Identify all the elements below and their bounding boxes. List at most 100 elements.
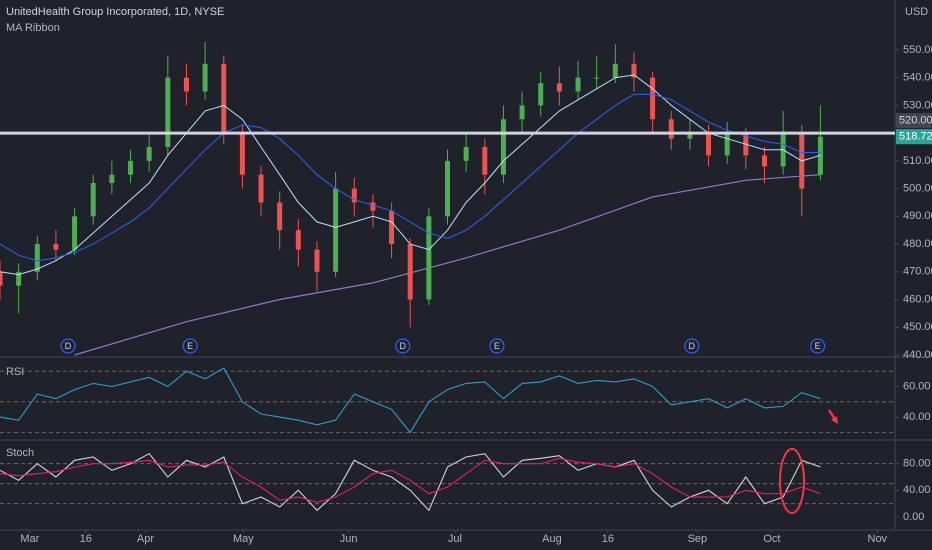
y-tick-label: 450.00: [903, 321, 932, 333]
y-tick-label: 540.00: [903, 72, 932, 84]
event-label: E: [815, 341, 821, 351]
candle-body: [333, 188, 339, 272]
last-price-label: 518.72: [899, 131, 932, 143]
x-tick-label: 16: [602, 533, 614, 545]
y-tick-label: 500.00: [903, 183, 932, 195]
y-tick-label: 60.00: [903, 380, 931, 392]
price-label-box: [896, 113, 932, 129]
candle-body: [556, 83, 562, 92]
candle-body: [277, 202, 283, 231]
candle-body: [239, 133, 245, 175]
candle-body: [724, 133, 730, 156]
candle-body: [16, 271, 22, 286]
event-label: E: [187, 341, 193, 351]
candle-body: [0, 271, 3, 286]
x-tick-label: Oct: [763, 533, 780, 545]
event-marker: [60, 338, 76, 354]
pane-title: Stoch: [6, 447, 34, 459]
y-tick-label: 530.00: [903, 99, 932, 111]
candle-body: [407, 244, 413, 300]
candle-body: [706, 133, 712, 156]
indicator-line: [0, 367, 821, 434]
candle-body: [631, 63, 637, 78]
x-tick-label: Nov: [868, 533, 888, 545]
hline-price-label: 520.00: [899, 115, 932, 127]
y-tick-label: 0.00: [903, 511, 924, 523]
indicator-line: [0, 452, 821, 512]
y-tick-label: 40.00: [903, 411, 931, 423]
candle-body: [221, 63, 227, 134]
candle-body: [500, 119, 506, 175]
candle-body: [538, 83, 544, 106]
y-tick-label: 550.00: [903, 44, 932, 56]
candle-body: [53, 244, 59, 250]
candle-body: [482, 146, 488, 175]
candle-body: [90, 183, 96, 217]
candle-body: [389, 210, 395, 245]
candle-body: [128, 160, 134, 175]
x-tick-label: Aug: [542, 533, 562, 545]
annotation-ellipse: [779, 448, 805, 514]
x-tick-label: Sep: [688, 533, 708, 545]
x-tick-label: Apr: [137, 533, 154, 545]
x-tick-label: Jul: [448, 533, 462, 545]
ma-ribbon-line: [0, 74, 821, 276]
candle-body: [165, 77, 171, 147]
candle-body: [445, 160, 450, 217]
event-marker: [182, 338, 198, 354]
candle-body: [668, 119, 674, 139]
event-marker: [684, 338, 700, 354]
candle-body: [351, 188, 357, 203]
candle-body: [370, 202, 376, 211]
candle-body: [575, 77, 581, 92]
event-label: D: [689, 341, 696, 351]
candle-body: [109, 174, 115, 184]
indicator-name: MA Ribbon: [6, 22, 60, 34]
x-tick-label: Jun: [340, 533, 358, 545]
ma-200-line: [74, 174, 821, 356]
candle-body: [314, 249, 320, 272]
candle-body: [202, 63, 208, 92]
y-tick-label: 80.00: [903, 458, 931, 470]
pane-title: RSI: [6, 366, 24, 378]
candle-body: [34, 244, 40, 272]
x-tick-label: 16: [80, 533, 92, 545]
y-tick-label: 510.00: [903, 155, 932, 167]
plot-layer: 440.00 450.00 460.00 470.00 480.00 490.00 500.…: [0, 41, 932, 545]
event-label: D: [400, 341, 407, 351]
y-tick-label: 440.00: [903, 349, 932, 361]
y-tick-label: 40.00: [903, 484, 931, 496]
event-label: D: [65, 341, 72, 351]
candle-body: [295, 230, 301, 250]
x-tick-label: Mar: [20, 533, 39, 545]
ma-ribbon-line: [0, 93, 821, 262]
y-tick-label: 480.00: [903, 238, 932, 250]
candle-body: [258, 174, 264, 203]
annotation-arrowhead: [831, 416, 838, 424]
indicator-line: [0, 457, 821, 503]
currency-label: USD: [905, 6, 928, 18]
candle-body: [650, 77, 656, 120]
candle-body: [426, 216, 432, 300]
x-tick-label: May: [233, 533, 254, 545]
chart-title: UnitedHealth Group Incorporated, 1D, NYS…: [6, 6, 224, 18]
last-price-box: [896, 129, 932, 145]
candle-body: [72, 216, 78, 250]
candle-body: [183, 77, 189, 92]
y-tick-label: 490.00: [903, 210, 932, 222]
candle-body: [463, 146, 469, 161]
candle-body: [594, 77, 600, 79]
y-tick-label: 470.00: [903, 266, 932, 278]
candle-body: [612, 63, 618, 78]
candle-body: [761, 155, 767, 167]
event-marker: [489, 338, 505, 354]
event-label: E: [494, 341, 500, 351]
event-marker: [395, 338, 411, 354]
y-tick-label: 460.00: [903, 293, 932, 305]
candle-body: [687, 133, 693, 139]
event-marker: [810, 338, 826, 354]
candle-body: [146, 146, 152, 161]
